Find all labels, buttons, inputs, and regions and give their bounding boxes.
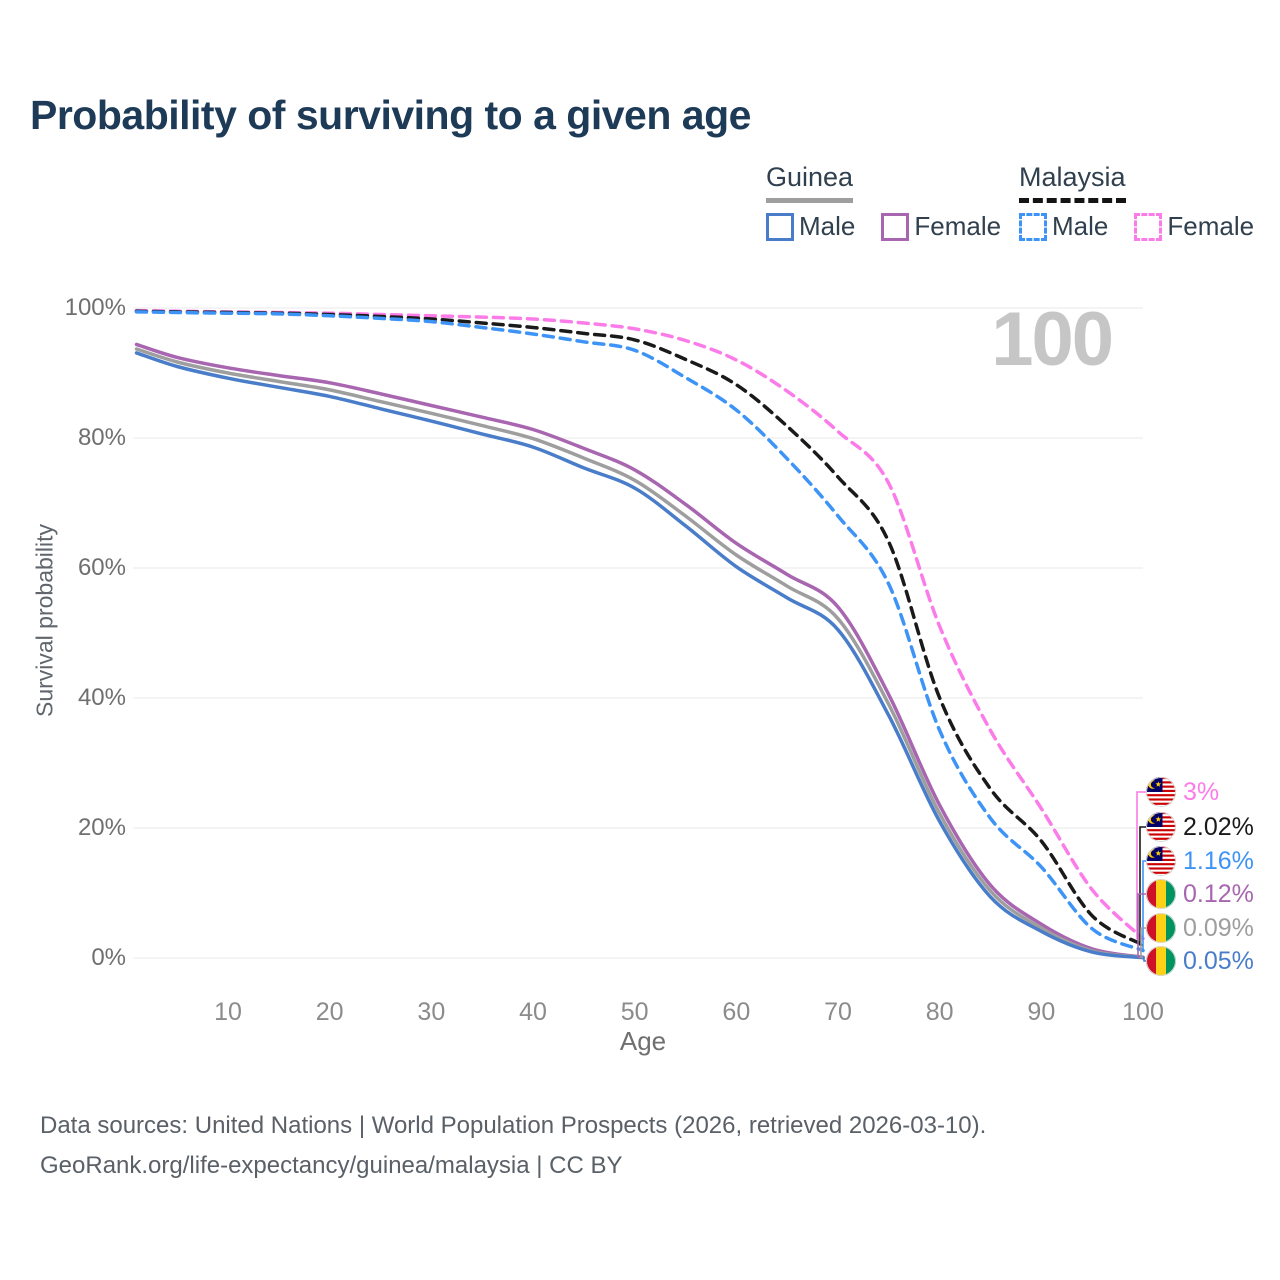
legend-swatch-malaysia-female [1134,212,1163,241]
legend-label-guinea-male: Male [799,211,856,241]
end-label-value: 3% [1183,777,1220,806]
series-line-guinea [134,347,1145,960]
malaysia-flag-icon [1146,846,1176,876]
source-footer: Data sources: United Nations | World Pop… [40,1106,986,1186]
end-label-connector [1142,860,1146,951]
x-tick-label: 60 [722,998,751,1026]
x-tick-label: 80 [925,998,954,1026]
legend-swatch-guinea-male [766,212,794,241]
legend-group-guinea: Guinea Male Female [766,162,1001,242]
attribution-line: GeoRank.org/life-expectancy/guinea/malay… [40,1152,623,1179]
end-label-row: 0.05% [1146,945,1254,977]
y-tick-label: 40% [77,684,126,711]
x-tick-label: 10 [214,998,242,1026]
guinea-flag-icon [1146,879,1176,909]
page-title: Probability of surviving to a given age [30,92,751,138]
y-tick-label: 20% [77,814,126,841]
x-tick-label: 30 [417,998,446,1026]
end-label-connector [1140,927,1146,959]
end-label-row: 3% [1146,776,1219,808]
x-tick-label: 20 [315,998,344,1026]
end-label-row: 1.16% [1146,845,1254,877]
legend-group-malaysia: Malaysia Male Female [1019,162,1254,242]
end-label-value: 0.05% [1183,946,1254,975]
x-tick-label: 40 [519,998,547,1026]
age-watermark: 100 [991,297,1114,382]
legend-label-malaysia-female: Female [1167,211,1255,241]
end-label-value: 0.12% [1183,879,1254,908]
x-tick-label: 90 [1027,998,1056,1026]
x-axis-title: Age [619,1026,667,1056]
legend-label-malaysia-male: Male [1052,211,1109,241]
y-tick-label: 100% [64,294,126,321]
x-tick-label: 50 [620,998,649,1026]
legend-swatch-malaysia-male [1019,212,1047,241]
series-line-malaysia-male [134,310,1145,953]
y-tick-label: 60% [77,554,126,581]
legend-country-guinea-label: Guinea [766,162,854,203]
end-label-value: 1.16% [1183,846,1254,875]
x-tick-label: 70 [824,998,852,1026]
legend-label-guinea-female: Female [914,211,1002,241]
series-line-malaysia-female [134,308,1145,941]
x-tick-label: 100 [1122,998,1164,1026]
y-tick-label: 0% [91,944,126,971]
series-line-guinea-female [134,342,1145,959]
end-label-value: 2.02% [1183,812,1254,841]
guinea-flag-icon [1146,913,1176,943]
end-label-row: 0.09% [1146,912,1254,944]
end-label-row: 0.12% [1146,878,1254,910]
legend-swatch-guinea-female [881,212,910,241]
legend-country-guinea: Guinea [766,162,1001,203]
series-line-malaysia [134,309,1145,947]
legend-country-malaysia-label: Malaysia [1019,162,1126,203]
malaysia-flag-icon [1146,812,1176,842]
source-line: Data sources: United Nations | World Pop… [40,1112,987,1139]
end-label-row: 2.02% [1146,811,1254,843]
legend-country-malaysia: Malaysia [1019,162,1254,203]
guinea-flag-icon [1146,946,1176,976]
y-tick-label: 80% [77,424,126,451]
end-label-connector [1143,956,1146,962]
malaysia-flag-icon [1146,777,1176,807]
series-line-guinea-male [134,351,1145,960]
end-label-value: 0.09% [1183,913,1254,942]
